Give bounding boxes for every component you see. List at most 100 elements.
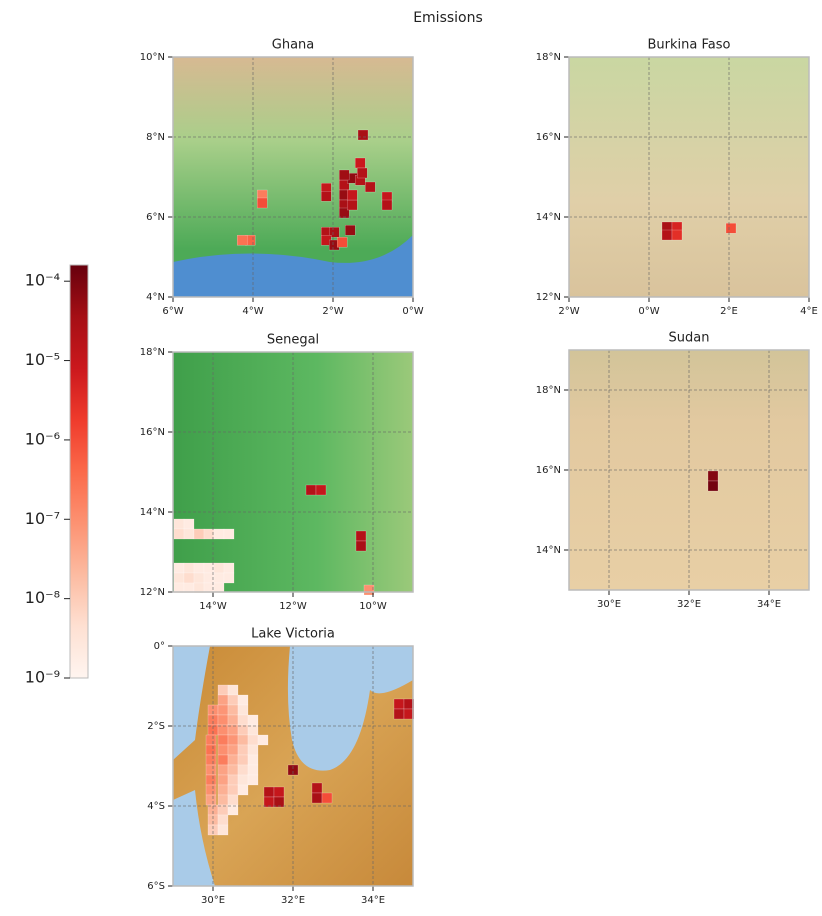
emission-cell (228, 705, 238, 715)
emission-cell (194, 529, 204, 539)
emission-cell (228, 725, 238, 735)
emission-cell (184, 519, 194, 529)
emission-cell (174, 563, 184, 573)
emission-cell (708, 471, 718, 481)
y-tick-label: 2°S (147, 721, 165, 732)
emission-cell (228, 685, 238, 695)
emission-cell (662, 230, 672, 240)
emission-cell (228, 735, 238, 745)
x-tick-label: 2°E (720, 306, 738, 317)
emission-cell (218, 735, 228, 745)
figure-title: Emissions (413, 10, 483, 26)
emission-cell (345, 225, 355, 235)
y-tick-label: 14°N (536, 545, 561, 556)
emission-cell (238, 725, 248, 735)
y-tick-label: 12°N (536, 292, 561, 303)
emission-cell (339, 170, 349, 180)
emission-cell (264, 797, 274, 807)
emission-cell (218, 725, 228, 735)
x-tick-label: 12°W (279, 601, 307, 612)
x-tick-label: 10°W (359, 601, 387, 612)
emission-cell (337, 237, 347, 247)
emission-cell (274, 797, 284, 807)
colorbar-tick-label: 10⁻⁹ (25, 668, 60, 687)
emission-cell (248, 755, 258, 765)
emission-cell (218, 785, 228, 795)
x-tick-label: 2°W (558, 306, 579, 317)
panel-title: Senegal (267, 333, 319, 348)
emission-cell (218, 745, 228, 755)
emission-cell (228, 715, 238, 725)
emission-cell (238, 735, 248, 745)
emission-cell (218, 815, 228, 825)
emission-cell (238, 745, 248, 755)
emission-cell (206, 755, 216, 765)
emission-cell (238, 755, 248, 765)
x-tick-label: 34°E (361, 895, 385, 906)
emission-cell (726, 223, 736, 233)
emission-cell (204, 529, 214, 539)
emission-cell (206, 735, 216, 745)
panel-title: Lake Victoria (251, 627, 335, 642)
emission-cell (218, 715, 228, 725)
emission-cell (218, 825, 228, 835)
emission-cell (248, 775, 258, 785)
emission-cell (228, 745, 238, 755)
emission-cell (204, 563, 214, 573)
x-tick-label: 6°W (162, 306, 183, 317)
x-tick-label: 34°E (757, 599, 781, 610)
emission-cell (321, 191, 331, 201)
colorbar-tick-label: 10⁻⁸ (25, 588, 60, 607)
emission-cell (218, 795, 228, 805)
y-tick-label: 4°S (147, 801, 165, 812)
emission-cell (228, 795, 238, 805)
colorbar-tick-label: 10⁻⁵ (25, 350, 60, 369)
emission-cell (394, 709, 404, 719)
emission-cell (194, 573, 204, 583)
emission-cell (206, 775, 216, 785)
panel-title: Burkina Faso (648, 38, 731, 53)
emission-cell (224, 529, 234, 539)
y-tick-label: 4°N (146, 292, 165, 303)
x-tick-label: 30°E (201, 895, 225, 906)
emission-cell (224, 563, 234, 573)
panel-title: Sudan (669, 331, 710, 346)
terrain (569, 57, 809, 297)
emission-cell (312, 793, 322, 803)
y-tick-label: 8°N (146, 132, 165, 143)
x-tick-label: 30°E (597, 599, 621, 610)
emission-cell (356, 541, 366, 551)
emission-cell (184, 563, 194, 573)
emission-cell (248, 735, 258, 745)
emission-cell (174, 573, 184, 583)
emission-cell (316, 485, 326, 495)
x-tick-label: 0°W (638, 306, 659, 317)
emission-cell (238, 775, 248, 785)
emission-cell (312, 783, 322, 793)
emission-cell (257, 198, 267, 208)
emission-cell (214, 529, 224, 539)
emission-cell (206, 795, 216, 805)
emission-cell (218, 755, 228, 765)
emission-cell (248, 745, 258, 755)
x-tick-label: 2°W (322, 306, 343, 317)
emission-cell (358, 130, 368, 140)
emission-cell (206, 765, 216, 775)
emission-cell (228, 755, 238, 765)
emission-cell (238, 715, 248, 725)
emission-cell (228, 775, 238, 785)
emission-cell (218, 685, 228, 695)
y-tick-label: 16°N (536, 465, 561, 476)
emission-cell (206, 745, 216, 755)
emission-cell (204, 573, 214, 583)
emission-cell (184, 529, 194, 539)
colorbar (70, 265, 88, 678)
emission-cell (394, 699, 404, 709)
x-tick-label: 32°E (677, 599, 701, 610)
emission-cell (248, 715, 258, 725)
y-tick-label: 18°N (536, 52, 561, 63)
emission-cell (708, 481, 718, 491)
emission-cell (355, 158, 365, 168)
emission-cell (184, 573, 194, 583)
y-tick-label: 6°N (146, 212, 165, 223)
